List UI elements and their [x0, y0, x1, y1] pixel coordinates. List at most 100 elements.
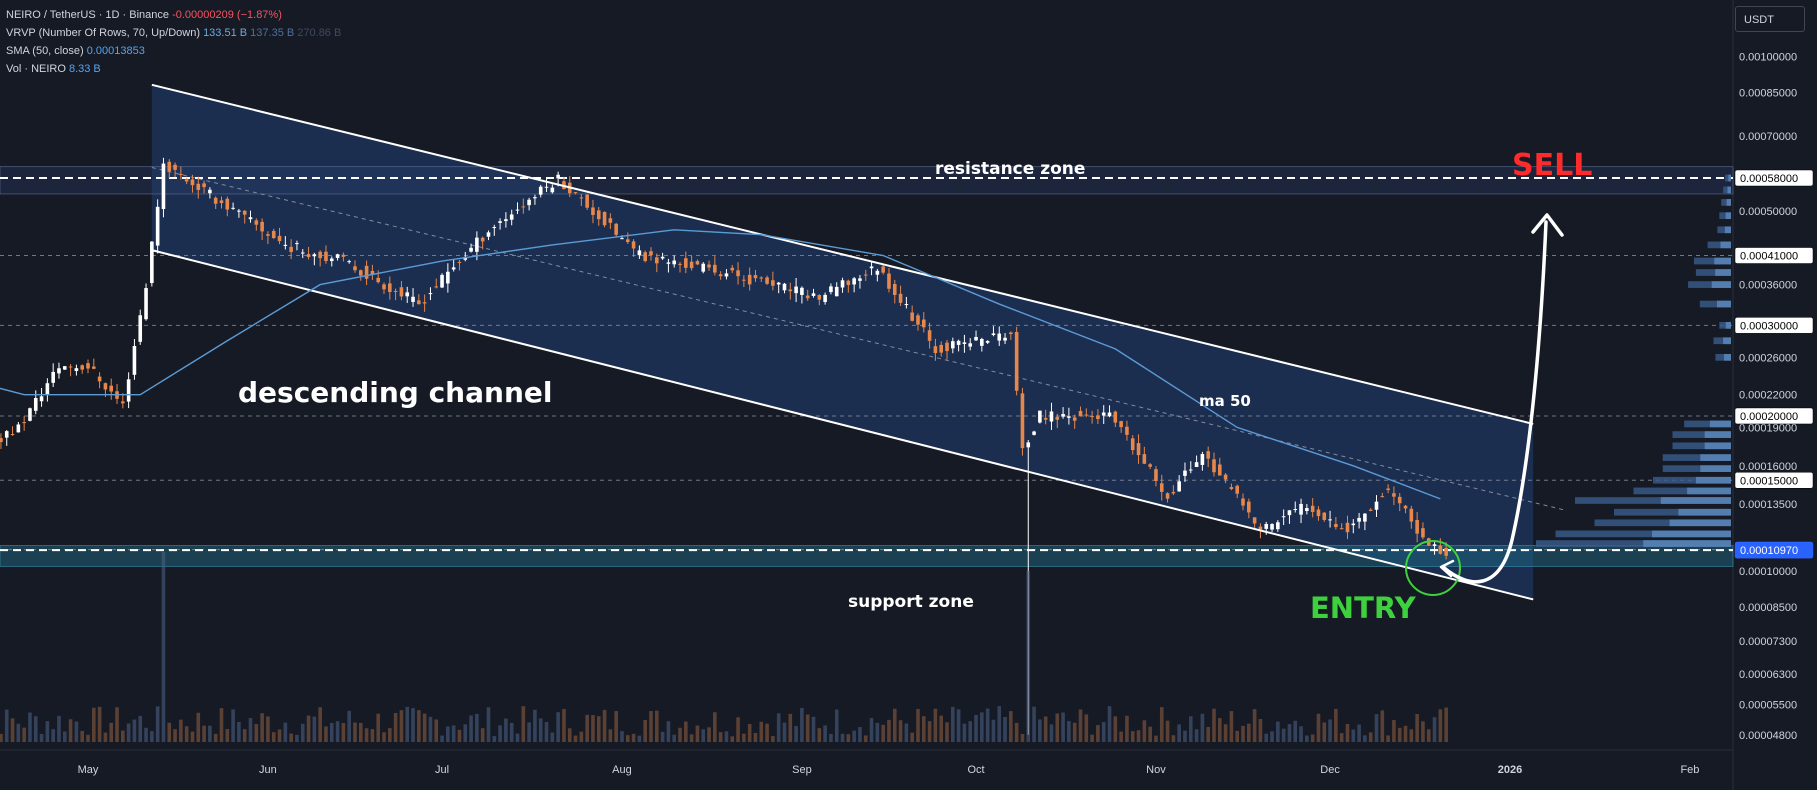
- sma50-line[interactable]: [0, 229, 1441, 500]
- candle-body: [1264, 523, 1269, 529]
- volume-bar: [846, 734, 851, 742]
- volume-bar: [910, 732, 914, 742]
- legend-vol-label[interactable]: Vol · NEIRO: [6, 63, 66, 75]
- projection-arrow: [1441, 220, 1548, 584]
- volume-bar: [33, 716, 38, 742]
- volume-bar: [289, 733, 293, 742]
- candle-body: [10, 434, 15, 436]
- candle-body: [1299, 503, 1303, 515]
- volume-bar: [591, 715, 595, 742]
- candle-body: [382, 284, 386, 290]
- volume-bar: [0, 733, 3, 742]
- volume-profile-bar-up: [1643, 540, 1731, 547]
- price-label-text: 0.00030000: [1740, 320, 1798, 332]
- legend-vrvp-v2: 137.35 B: [250, 27, 295, 39]
- volume-bar: [1142, 720, 1147, 742]
- volume-bar: [121, 730, 125, 742]
- volume-bar: [335, 721, 340, 742]
- volume-bar: [1380, 710, 1385, 742]
- candle-body: [202, 183, 206, 188]
- volume-bar: [1287, 724, 1292, 742]
- candle-body: [1148, 464, 1152, 467]
- candle-body: [126, 379, 131, 402]
- price-label-box[interactable]: [1734, 169, 1814, 187]
- candle-body: [1322, 512, 1327, 520]
- volume-bar: [1328, 719, 1332, 742]
- volume-bar: [904, 723, 909, 742]
- candle-body: [794, 286, 798, 294]
- volume-profile-bar: [1695, 269, 1731, 276]
- candle-body: [190, 179, 195, 186]
- volume-bar: [213, 733, 218, 742]
- candle-body: [388, 283, 392, 293]
- candle-body: [678, 263, 682, 265]
- resistance-zone-label: resistance zone: [935, 159, 1085, 179]
- volume-bar: [1438, 709, 1443, 742]
- volume-bar: [707, 727, 711, 742]
- candle-body: [753, 275, 758, 279]
- legend-vrvp-row[interactable]: VRVP (Number Of Rows, 70, Up/Down) 133.5…: [6, 24, 341, 42]
- price-label-box[interactable]: [1734, 472, 1814, 489]
- candle-body: [858, 278, 862, 281]
- candle-body: [747, 274, 752, 285]
- legend-vrvp-label[interactable]: VRVP (Number Of Rows, 70, Up/Down): [6, 27, 200, 39]
- candle-body: [86, 363, 90, 369]
- candle-body: [1432, 544, 1437, 546]
- volume-bar: [103, 732, 108, 742]
- candle-body: [417, 300, 421, 305]
- volume-bar: [991, 719, 996, 742]
- price-label-box[interactable]: [1734, 247, 1814, 264]
- volume-bar: [480, 728, 485, 742]
- volume-bar: [1235, 730, 1240, 742]
- candle-body: [1276, 522, 1280, 530]
- volume-profile-bar: [1717, 226, 1731, 234]
- volume-bar: [347, 710, 351, 742]
- volume-bar: [446, 726, 450, 742]
- price-axis-tick: 0.00007300: [1739, 636, 1797, 648]
- volume-bar: [1130, 731, 1135, 742]
- candle-body: [1334, 523, 1338, 528]
- candle-body: [916, 315, 920, 325]
- legend-symbol[interactable]: NEIRO / TetherUS · 1D · Binance: [6, 9, 170, 21]
- time-axis-label: Dec: [1320, 764, 1340, 776]
- candle-body: [533, 197, 537, 199]
- legend-symbol-row[interactable]: NEIRO / TetherUS · 1D · Binance -0.00000…: [6, 6, 341, 24]
- volume-bar: [962, 723, 967, 742]
- volume-bar: [945, 722, 949, 742]
- volume-bar: [312, 716, 317, 742]
- time-axis-label: May: [78, 764, 99, 776]
- candle-body: [318, 251, 322, 259]
- volume-bar: [388, 728, 392, 742]
- volume-bar: [45, 721, 50, 742]
- legend-sma-row[interactable]: SMA (50, close) 0.00013853: [6, 42, 341, 60]
- resistance-zone: [0, 166, 1734, 195]
- entry-circle[interactable]: [1405, 540, 1461, 596]
- candle-body: [823, 294, 827, 303]
- volume-bar: [1374, 714, 1379, 742]
- candle-body: [1113, 411, 1118, 423]
- candle-body: [1009, 332, 1013, 335]
- volume-bar: [562, 709, 566, 742]
- price-label-box[interactable]: [1734, 407, 1814, 425]
- volume-bar: [1032, 706, 1036, 742]
- price-label-box[interactable]: [1734, 541, 1814, 559]
- price-label-box[interactable]: [1734, 317, 1814, 334]
- candle-body: [92, 366, 96, 369]
- volume-bar: [486, 707, 491, 742]
- legend-vol-row[interactable]: Vol · NEIRO 8.33 B: [6, 60, 341, 78]
- volume-bar: [1403, 725, 1408, 742]
- volume-bar: [1270, 731, 1274, 742]
- volume-bar: [39, 733, 44, 742]
- price-label-text: 0.00041000: [1740, 251, 1798, 263]
- candle-body: [771, 280, 775, 286]
- candle-body: [475, 237, 479, 252]
- candle-body: [927, 330, 932, 341]
- candle-body: [39, 396, 44, 402]
- volume-bar: [1247, 723, 1251, 742]
- candle-body: [666, 262, 671, 264]
- currency-button[interactable]: USDT: [1735, 6, 1805, 32]
- legend-sma-label[interactable]: SMA (50, close): [6, 45, 84, 57]
- volume-profile-bar: [1688, 281, 1731, 288]
